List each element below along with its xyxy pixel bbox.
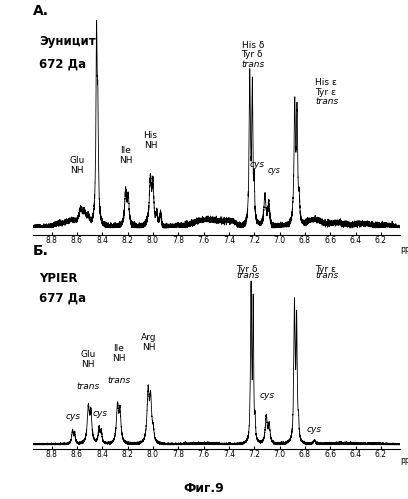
Text: Tyr δ: Tyr δ [237, 265, 258, 274]
Text: trans: trans [242, 60, 265, 69]
Text: Фиг.9: Фиг.9 [184, 482, 224, 495]
Text: His δ: His δ [242, 41, 264, 50]
Text: 672 Да: 672 Да [39, 57, 86, 70]
Text: Б.: Б. [33, 244, 49, 257]
Text: cys: cys [268, 166, 281, 175]
Text: cys: cys [249, 160, 264, 169]
Text: cys: cys [259, 391, 275, 400]
Text: 677 Да: 677 Да [39, 291, 86, 304]
Text: Tyr ε: Tyr ε [315, 88, 336, 97]
Text: Ile
NH: Ile NH [119, 146, 133, 165]
Text: trans: trans [315, 271, 338, 280]
Text: His
NH: His NH [143, 131, 157, 150]
Text: Glu
NH: Glu NH [69, 156, 84, 175]
Text: Arg
NH: Arg NH [142, 333, 157, 352]
Text: cys: cys [92, 409, 107, 418]
Text: trans: trans [77, 382, 100, 391]
Text: cys: cys [306, 426, 322, 435]
Text: Tyr ε: Tyr ε [315, 265, 336, 274]
Text: ppm: ppm [400, 456, 408, 465]
Text: YPIER: YPIER [39, 271, 78, 285]
Text: trans: trans [315, 97, 338, 106]
Text: His ε: His ε [315, 78, 337, 87]
Text: А.: А. [33, 4, 49, 18]
Text: trans: trans [107, 376, 131, 385]
Text: Эуницит: Эуницит [39, 35, 96, 48]
Text: Tyr δ: Tyr δ [242, 50, 263, 59]
Text: Ile
NH: Ile NH [112, 344, 126, 363]
Text: ppm: ppm [400, 245, 408, 254]
Text: cys: cys [66, 412, 81, 421]
Text: Glu
NH: Glu NH [81, 350, 96, 369]
Text: trans: trans [237, 271, 260, 280]
